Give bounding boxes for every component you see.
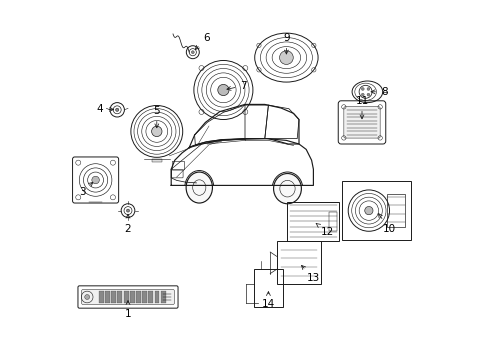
- Bar: [130, 291, 135, 303]
- Text: 9: 9: [283, 33, 290, 54]
- Text: 12: 12: [316, 224, 335, 237]
- Text: 14: 14: [262, 292, 275, 309]
- Text: 5: 5: [153, 106, 160, 128]
- Bar: [288, 202, 339, 241]
- Bar: [148, 291, 153, 303]
- Circle shape: [361, 93, 364, 96]
- Circle shape: [218, 84, 229, 96]
- Text: 7: 7: [227, 81, 247, 91]
- Circle shape: [361, 87, 364, 90]
- Bar: [118, 291, 122, 303]
- Bar: [154, 291, 159, 303]
- FancyBboxPatch shape: [82, 289, 174, 305]
- Ellipse shape: [186, 172, 213, 203]
- Circle shape: [192, 51, 194, 54]
- Bar: [123, 291, 128, 303]
- Circle shape: [92, 176, 99, 184]
- Circle shape: [126, 209, 129, 212]
- Text: 13: 13: [301, 265, 320, 283]
- Text: 11: 11: [355, 96, 368, 119]
- Circle shape: [85, 294, 90, 300]
- Bar: [111, 291, 116, 303]
- FancyBboxPatch shape: [344, 107, 380, 138]
- Bar: [342, 181, 411, 240]
- Bar: [105, 291, 110, 303]
- Bar: [329, 211, 337, 231]
- Circle shape: [280, 51, 293, 64]
- Circle shape: [116, 108, 119, 111]
- Bar: [151, 159, 162, 162]
- Bar: [277, 241, 321, 284]
- Circle shape: [367, 87, 370, 90]
- Text: 2: 2: [124, 214, 131, 234]
- Bar: [99, 291, 104, 303]
- Text: 4: 4: [97, 104, 114, 114]
- Circle shape: [151, 126, 162, 136]
- Bar: [136, 291, 141, 303]
- Text: 8: 8: [371, 87, 388, 97]
- Circle shape: [367, 93, 370, 96]
- Bar: [161, 291, 166, 303]
- Text: 1: 1: [124, 301, 131, 319]
- Circle shape: [365, 207, 373, 215]
- Text: 3: 3: [79, 183, 93, 197]
- Text: 6: 6: [196, 33, 209, 50]
- Bar: [254, 269, 283, 307]
- Text: 10: 10: [378, 213, 395, 234]
- Bar: [142, 291, 147, 303]
- Bar: [387, 194, 405, 227]
- Ellipse shape: [273, 174, 301, 204]
